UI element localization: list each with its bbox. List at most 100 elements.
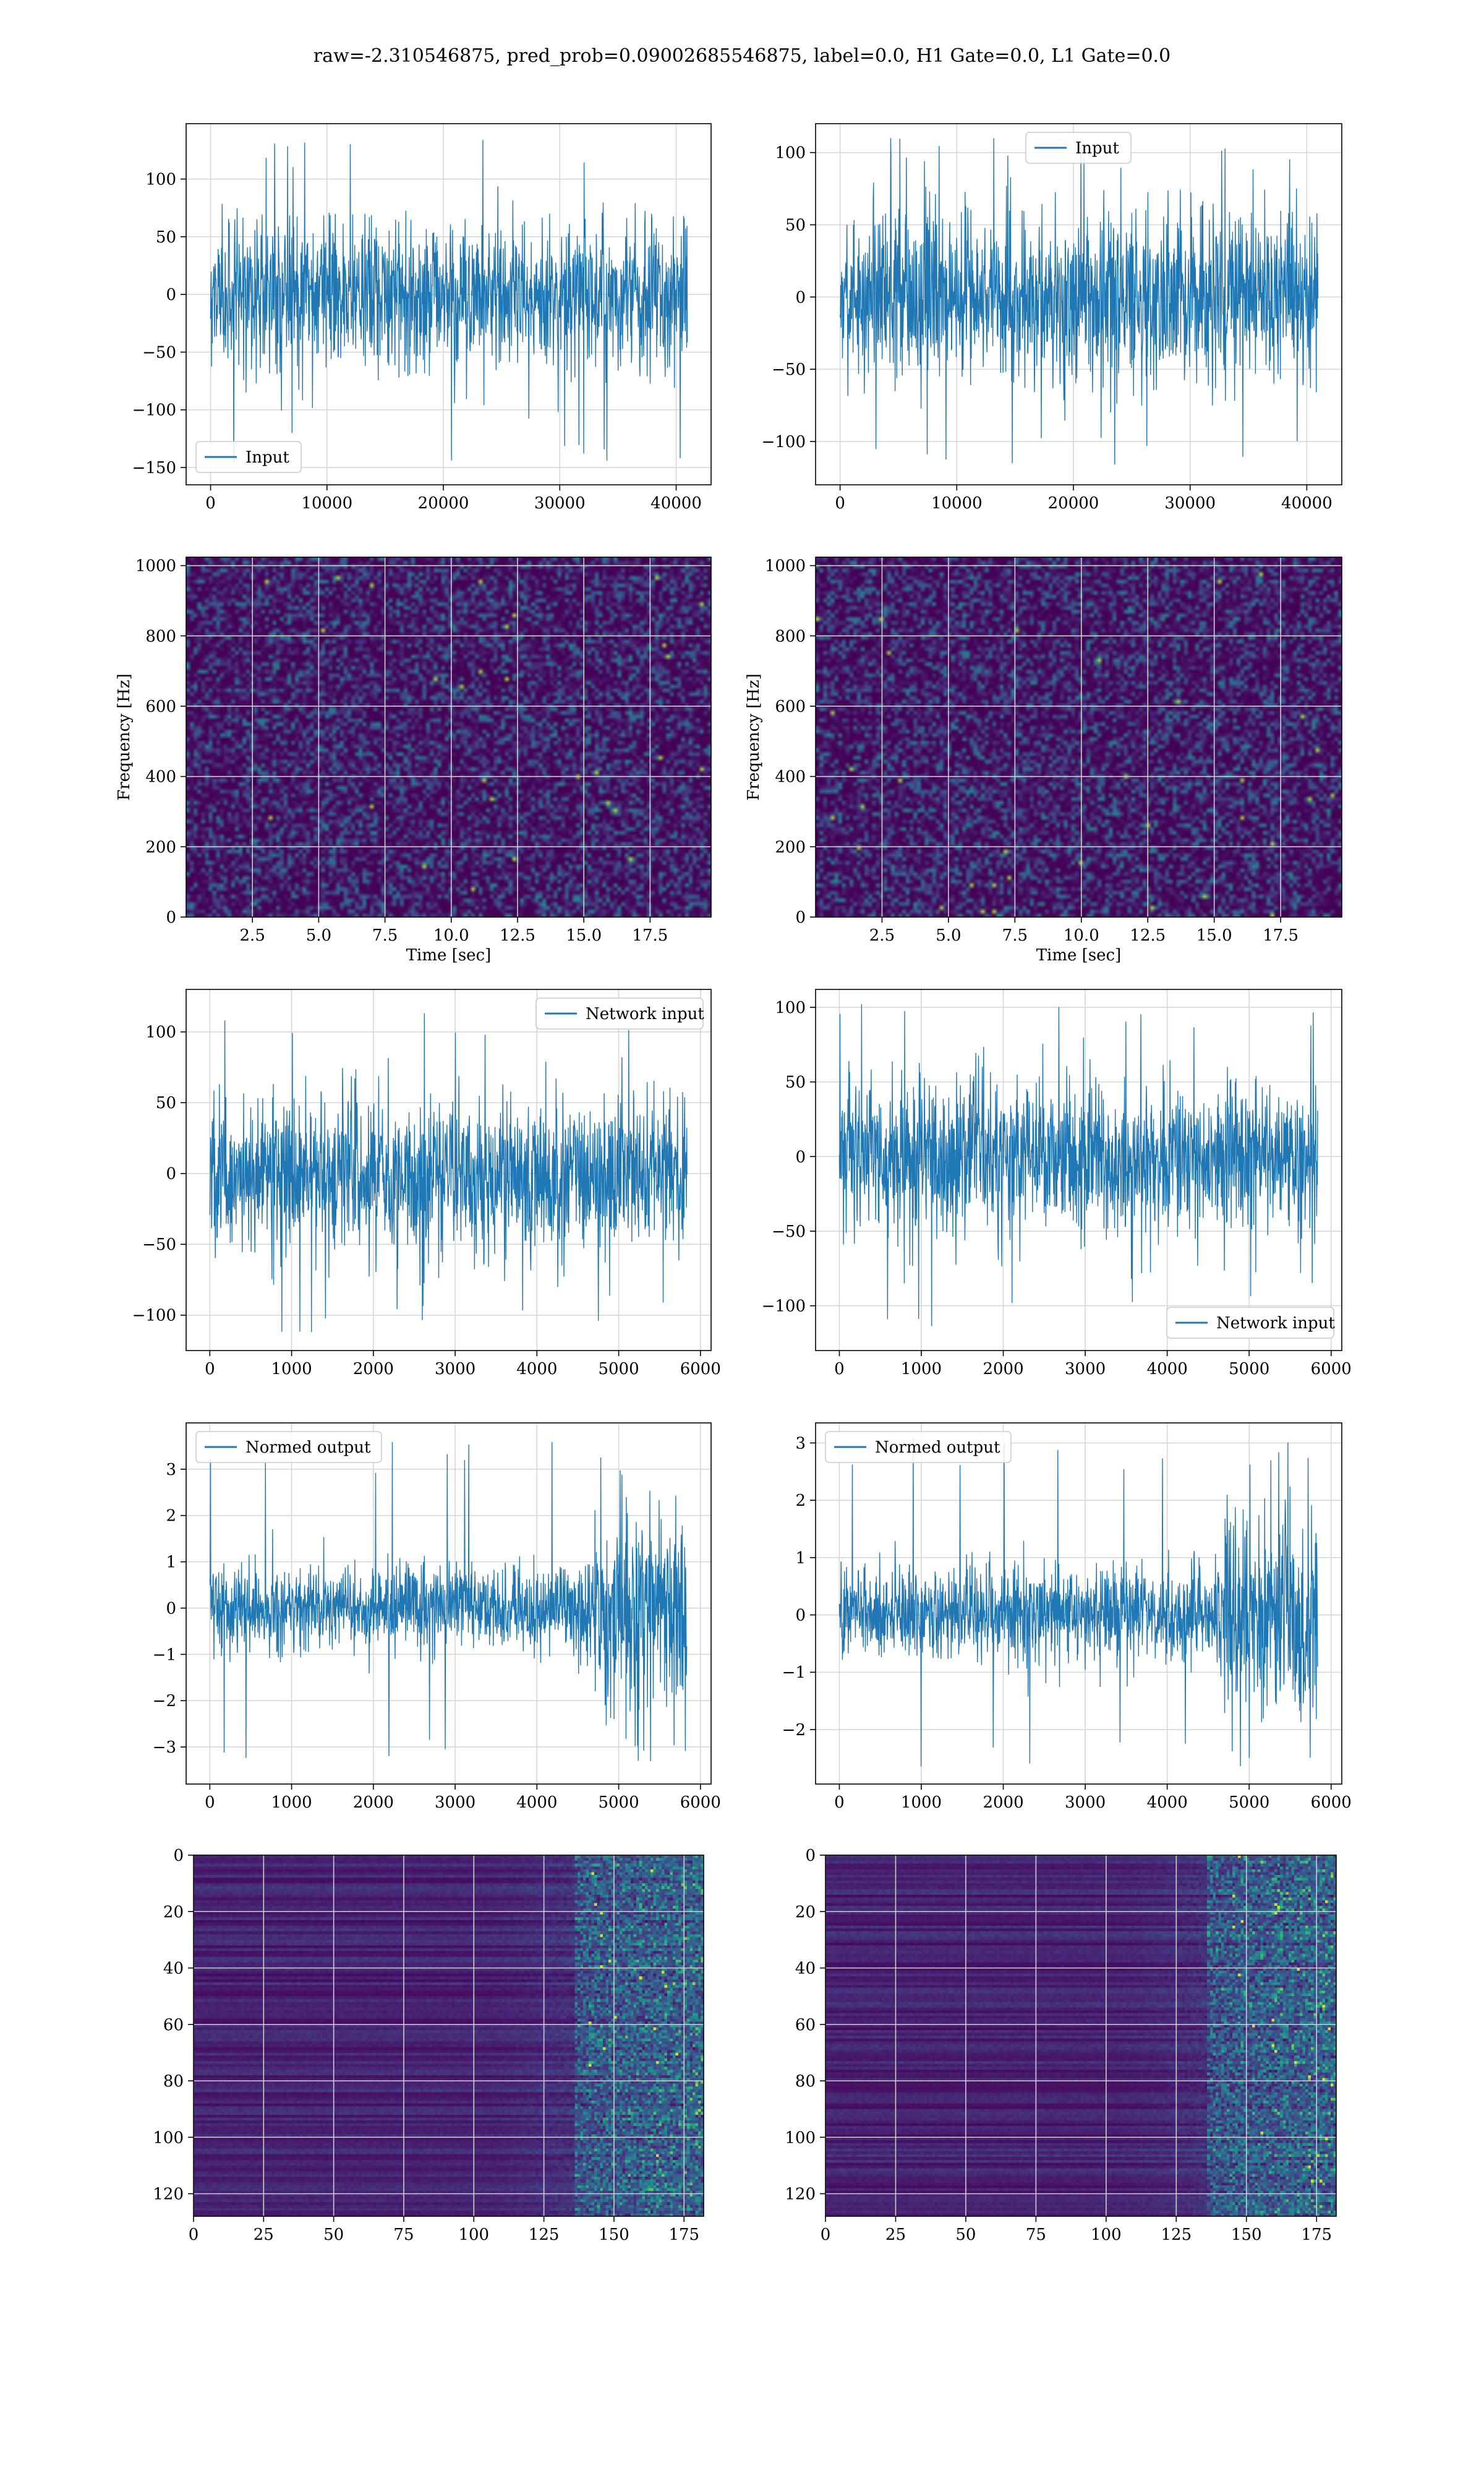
legend: Input (1025, 132, 1132, 164)
legend-label: Normed output (245, 1438, 371, 1457)
y-tick-label: −100 (762, 1297, 806, 1316)
axes-frame (186, 557, 712, 918)
y-tick-label: 50 (785, 216, 806, 235)
y-tick-label: 400 (145, 768, 176, 787)
axes-frame (815, 1422, 1342, 1785)
y-tick-label: 3 (166, 1461, 176, 1479)
series-line-network-input (838, 1004, 1318, 1326)
y-tick-label: −2 (782, 1721, 806, 1740)
x-tick-label: 0 (189, 2226, 199, 2244)
y-tick-label: 0 (166, 286, 176, 304)
x-tick-label: 5000 (1229, 1360, 1269, 1378)
y-tick-label: 200 (775, 838, 806, 856)
y-tick-label: 0 (173, 1846, 184, 1865)
legend-label: Normed output (875, 1438, 1000, 1457)
y-tick-label: 800 (145, 627, 176, 646)
x-tick-label: 150 (599, 2226, 629, 2244)
y-tick-label: 3 (795, 1434, 806, 1453)
y-tick-label: 100 (153, 2128, 184, 2147)
y-tick-label: 40 (795, 1960, 816, 1978)
y-tick-label: −100 (132, 401, 176, 420)
ticks-feat-right: 0 25 50 75 100 125 150 175 0 20 40 60 80 100 120 (785, 1846, 1336, 2244)
series-line-input (210, 140, 688, 463)
y-tick-label: 0 (166, 1599, 176, 1618)
axes-frame (825, 1855, 1337, 2217)
x-tick-label: 10.0 (1064, 926, 1099, 945)
series-line-network-input (209, 1013, 688, 1333)
y-tick-label: −100 (762, 433, 806, 451)
x-tick-label: 10000 (301, 494, 352, 513)
x-tick-label: 0 (835, 494, 845, 513)
y-tick-label: 600 (145, 698, 176, 716)
x-tick-label: 0 (205, 1793, 215, 1812)
y-tick-label: 800 (775, 627, 806, 646)
x-tick-label: 150 (1231, 2226, 1262, 2244)
axes-spec-right: 2.5 5.0 7.5 10.0 12.5 15.0 17.5 0 200 400 600 800 10… (744, 557, 1342, 965)
axes-netin-right: 0 1000 2000 3000 4000 5000 6000 −100 −50 0 50 100 Ne… (762, 989, 1352, 1378)
y-tick-label: −1 (153, 1646, 176, 1664)
x-tick-label: 2.5 (869, 926, 895, 945)
x-tick-label: 5000 (598, 1793, 639, 1812)
y-axis-label: Frequency [Hz] (115, 673, 134, 801)
ticks-spec-left: 2.5 5.0 7.5 10.0 12.5 15.0 17.5 0 200 400 600 800 10… (135, 557, 711, 945)
legend: Normed output (195, 1431, 382, 1463)
y-tick-label: 50 (156, 228, 176, 247)
x-tick-label: 3000 (1065, 1793, 1106, 1812)
axes-frame (193, 1855, 704, 2217)
ticks-spec-right: 2.5 5.0 7.5 10.0 12.5 15.0 17.5 0 200 400 600 800 10… (765, 557, 1342, 945)
y-tick-label: −1 (782, 1663, 806, 1682)
x-tick-label: 6000 (1311, 1360, 1352, 1378)
x-tick-label: 15.0 (566, 926, 602, 945)
x-tick-label: 50 (955, 2226, 976, 2244)
x-tick-label: 1000 (271, 1360, 312, 1378)
x-tick-label: 3000 (435, 1360, 475, 1378)
axes-normed-right: 0 1000 2000 3000 4000 5000 6000 −2 −1 0 1 2 3 Normed … (782, 1422, 1352, 1812)
legend-box (1025, 132, 1132, 164)
y-tick-label: 100 (785, 2128, 816, 2147)
y-tick-label: 0 (795, 908, 806, 927)
y-tick-label: 0 (805, 1846, 816, 1865)
axes-input-left: 0 10000 20000 30000 40000 −150 −100 −50 0 50 100 In… (132, 123, 712, 513)
x-tick-label: 0 (205, 494, 216, 513)
x-tick-label: 6000 (680, 1793, 721, 1812)
x-tick-label: 4000 (1147, 1360, 1188, 1378)
x-tick-label: 20000 (1048, 494, 1099, 513)
legend-box (195, 441, 302, 473)
x-tick-label: 0 (834, 1360, 845, 1378)
x-tick-label: 2000 (353, 1360, 394, 1378)
legend-label: Input (245, 448, 289, 467)
x-tick-label: 1000 (901, 1793, 942, 1812)
y-tick-label: 20 (795, 1903, 816, 1921)
series-line-normed-output (838, 1437, 1318, 1767)
axes-frame (815, 123, 1342, 485)
figure-title: raw=-2.310546875, pred_prob=0.0900268554… (313, 45, 1171, 67)
x-tick-label: 0 (834, 1793, 845, 1812)
x-tick-label: 2.5 (240, 926, 265, 945)
x-tick-label: 100 (458, 2226, 489, 2244)
x-tick-label: 10000 (931, 494, 983, 513)
x-tick-label: 5000 (1229, 1793, 1269, 1812)
x-tick-label: 75 (1026, 2226, 1046, 2244)
x-tick-label: 125 (1161, 2226, 1192, 2244)
x-tick-label: 5.0 (306, 926, 331, 945)
x-tick-label: 7.5 (1002, 926, 1028, 945)
x-tick-label: 25 (254, 2226, 274, 2244)
axes-frame (186, 989, 712, 1351)
x-tick-label: 40000 (650, 494, 702, 513)
y-tick-label: −50 (772, 1223, 806, 1241)
x-tick-label: 75 (393, 2226, 414, 2244)
y-tick-label: 100 (775, 144, 806, 163)
y-tick-label: 100 (775, 999, 806, 1017)
x-tick-label: 5000 (598, 1360, 639, 1378)
y-tick-label: 2 (795, 1492, 806, 1510)
x-tick-label: 17.5 (632, 926, 668, 945)
y-tick-label: 60 (163, 2016, 184, 2034)
x-tick-label: 1000 (271, 1793, 312, 1812)
legend-box (1166, 1307, 1334, 1339)
legend: Network input (535, 997, 704, 1030)
x-tick-label: 17.5 (1263, 926, 1298, 945)
y-tick-label: 400 (775, 768, 806, 787)
x-axis-label: Time [sec] (406, 946, 492, 965)
x-tick-label: 3000 (1065, 1360, 1106, 1378)
